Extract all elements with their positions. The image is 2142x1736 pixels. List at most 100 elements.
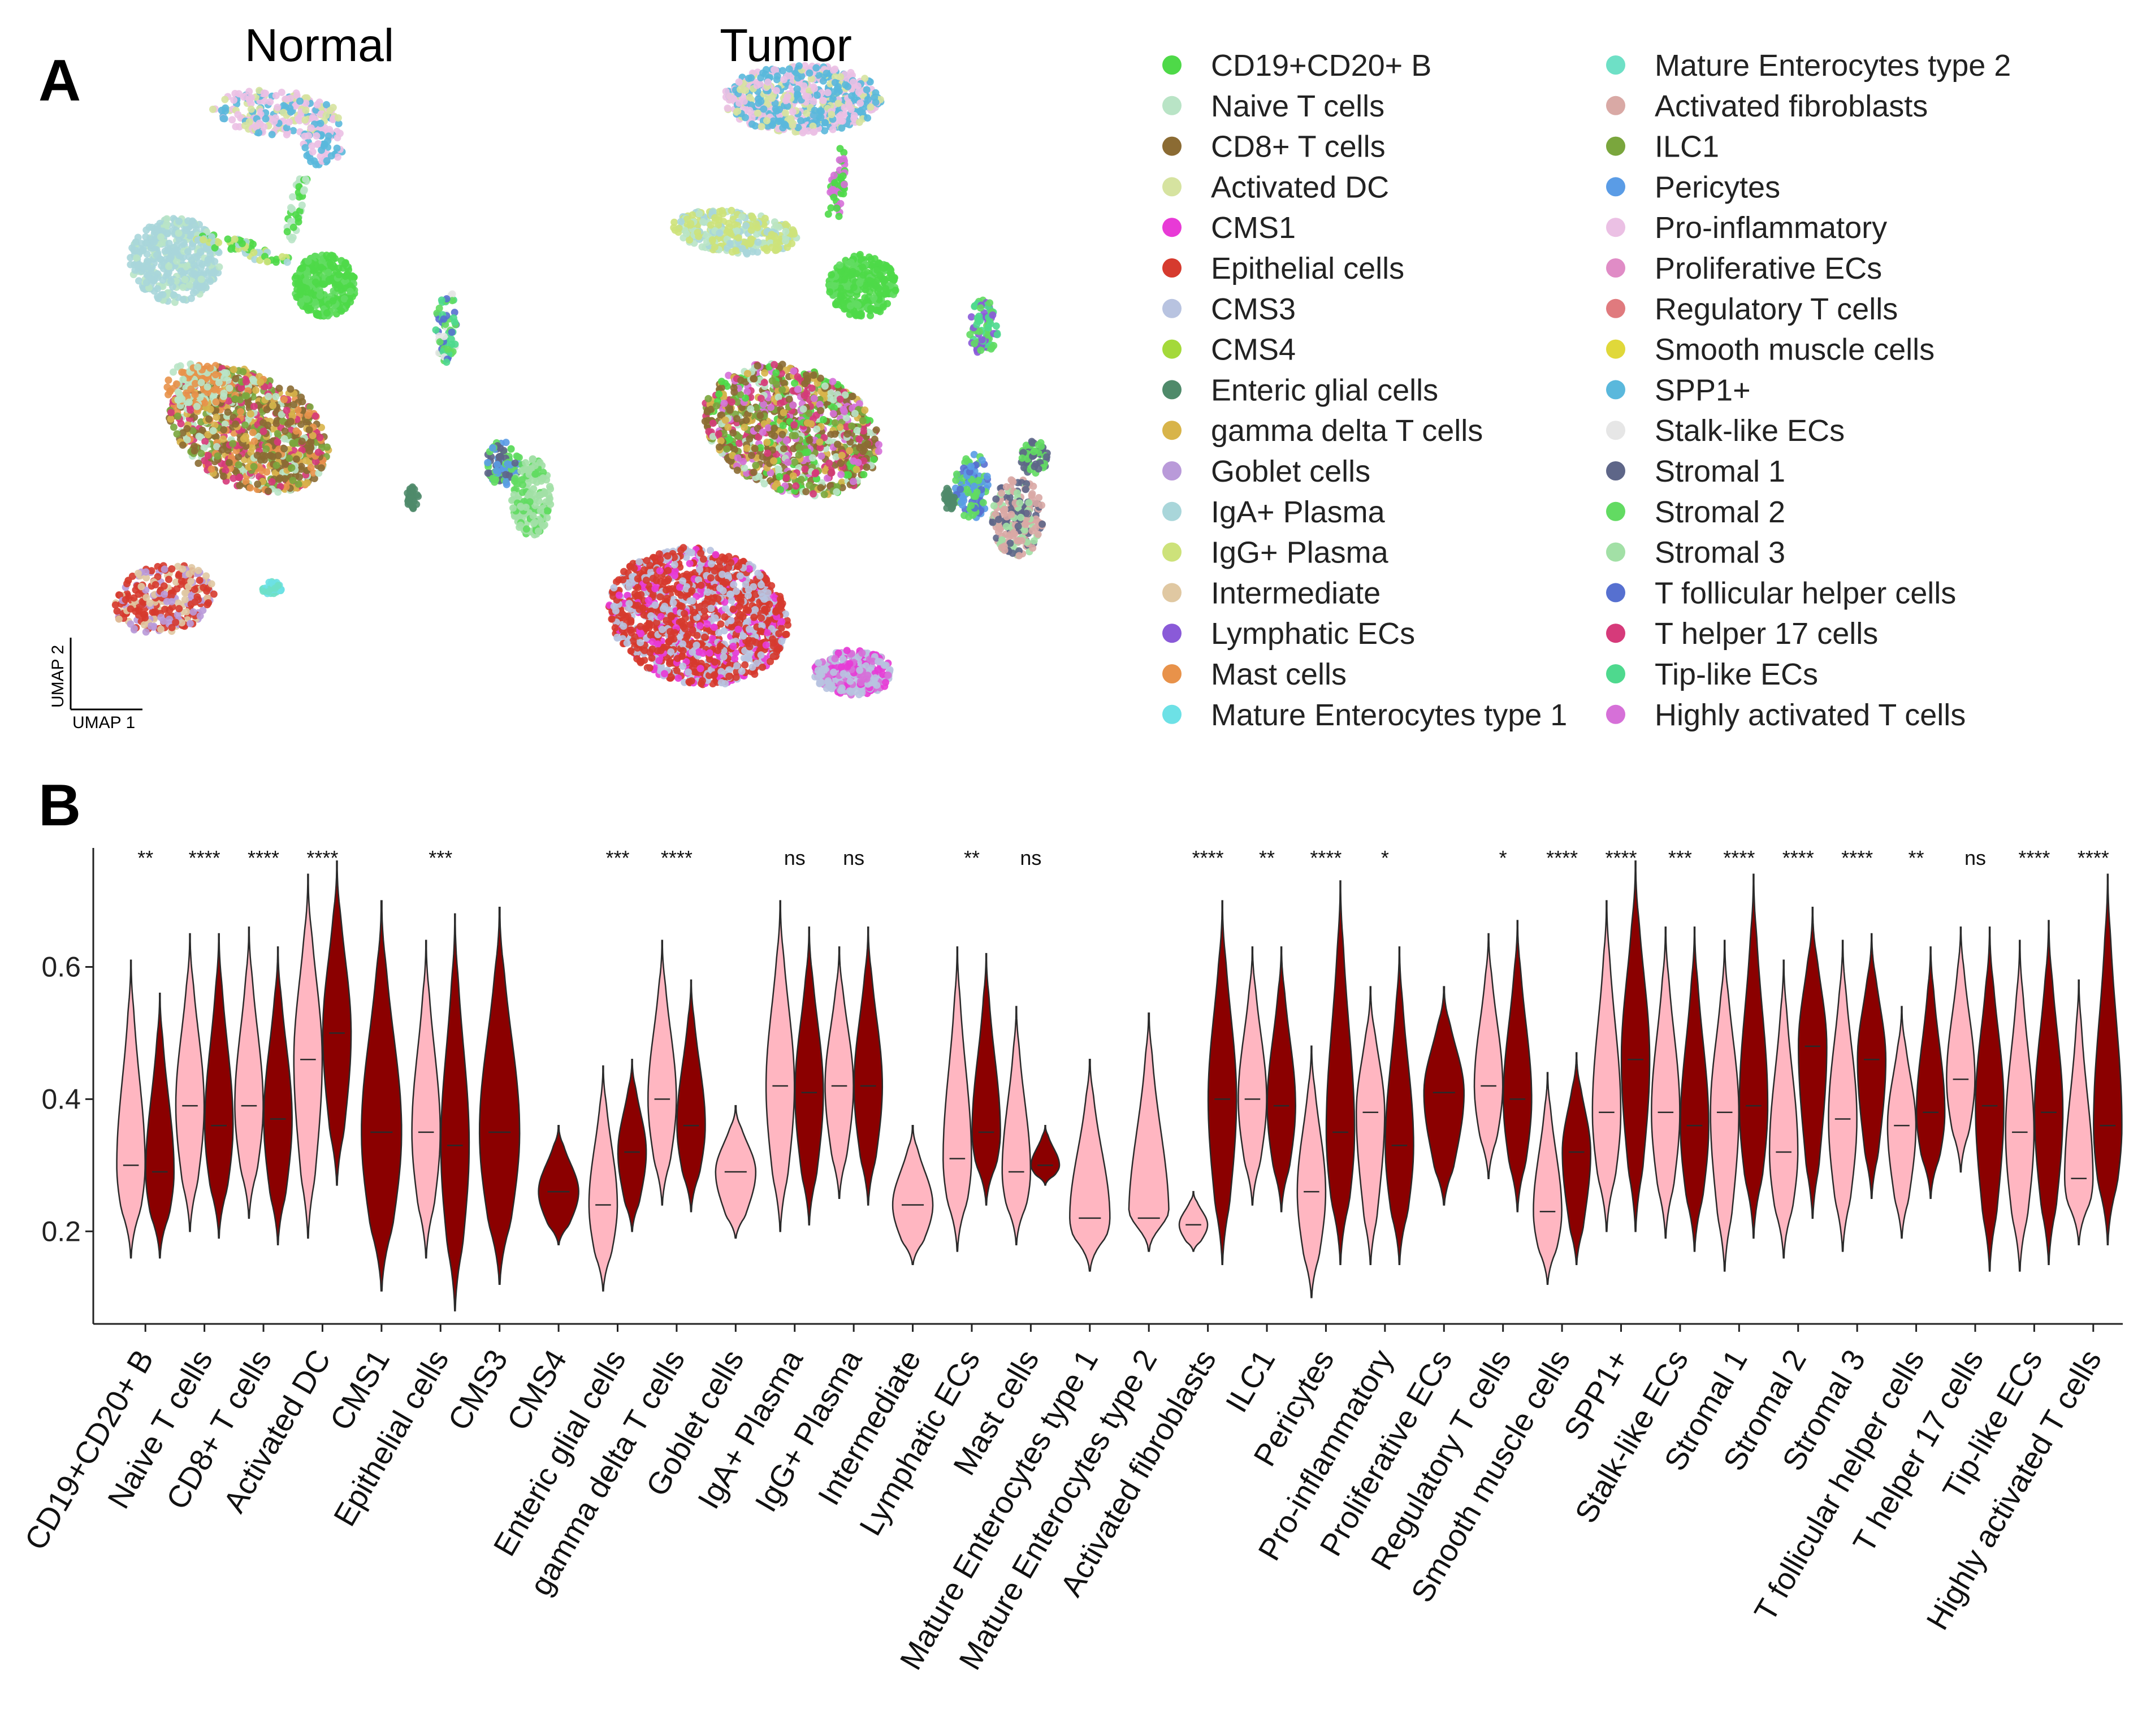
umap-point [867, 311, 875, 319]
umap-point [143, 262, 151, 270]
umap-point [323, 309, 331, 317]
umap-point [228, 244, 236, 252]
umap-point [525, 467, 533, 475]
umap-point [262, 445, 270, 453]
umap-point [132, 238, 140, 246]
umap-point [707, 221, 715, 229]
umap-point [443, 358, 451, 366]
umap-point [301, 132, 309, 140]
umap-point [206, 405, 214, 413]
umap-point [235, 461, 243, 469]
umap-point [314, 448, 322, 456]
umap-point [260, 89, 268, 97]
umap-point [219, 445, 226, 453]
umap-point [259, 587, 267, 595]
umap-point [870, 294, 878, 302]
umap-point [211, 244, 219, 252]
umap-point [695, 232, 703, 240]
umap-point [228, 116, 236, 124]
umap-point [866, 253, 873, 261]
umap-point [272, 393, 280, 401]
umap-point [179, 375, 187, 383]
umap-point [274, 488, 282, 496]
umap-point [307, 306, 315, 314]
umap-point [250, 462, 258, 470]
umap-point [335, 120, 343, 128]
umap-point [161, 247, 169, 255]
umap-point [806, 69, 813, 77]
umap-point [321, 140, 328, 148]
umap-point [742, 417, 750, 424]
umap-point [236, 473, 244, 481]
umap-point [219, 473, 227, 480]
umap-point [863, 86, 871, 94]
umap-point [274, 438, 282, 446]
umap-point [187, 406, 194, 414]
umap-point [772, 86, 780, 94]
umap-point [142, 279, 150, 287]
umap-point [144, 272, 152, 280]
umap-point [711, 214, 719, 222]
umap-point [817, 484, 825, 492]
umap-point [178, 395, 186, 403]
umap-point [875, 284, 882, 292]
umap-point [196, 577, 204, 585]
umap-point [174, 388, 182, 396]
umap-point [701, 417, 709, 425]
umap-point [319, 280, 327, 288]
umap-point [157, 613, 165, 621]
umap-point [191, 586, 198, 594]
umap-point [782, 474, 790, 482]
umap-point [169, 283, 176, 291]
umap-point [863, 464, 871, 471]
umap-point [170, 368, 177, 376]
umap-point [348, 272, 356, 280]
umap-point [856, 107, 864, 115]
umap-point [200, 236, 207, 244]
umap-point [531, 470, 539, 478]
umap-point [291, 274, 299, 282]
umap-point [262, 115, 270, 123]
umap-point [283, 131, 291, 138]
umap-point [141, 614, 149, 622]
umap-point [504, 460, 512, 468]
umap-point [529, 455, 536, 463]
umap-point [202, 572, 210, 580]
umap-point [698, 243, 706, 251]
umap-point [754, 238, 762, 246]
umap-point [168, 598, 176, 605]
umap-point [304, 257, 312, 265]
umap-point [201, 438, 209, 445]
umap-point [278, 88, 285, 96]
umap-point [334, 114, 342, 122]
umap-point [440, 315, 448, 323]
umap-point [230, 474, 237, 482]
umap-point [539, 522, 547, 530]
umap-point [289, 233, 297, 241]
umap-point [159, 276, 167, 284]
umap-point [209, 105, 217, 113]
umap-point [324, 269, 332, 276]
umap-point [335, 271, 343, 279]
umap-point [856, 250, 864, 258]
umap-point [178, 577, 185, 585]
umap-point [817, 113, 825, 121]
umap-point [152, 581, 159, 588]
umap-point [226, 384, 233, 392]
umap-point [142, 233, 150, 241]
umap-point [529, 512, 537, 519]
umap-point [326, 260, 334, 268]
umap-point [200, 270, 207, 278]
umap-point [289, 477, 297, 484]
umap-point [802, 92, 810, 100]
umap-point [795, 62, 803, 70]
umap-point [309, 148, 317, 156]
umap-point [292, 455, 300, 463]
umap-point [243, 378, 250, 386]
umap-point [781, 122, 789, 129]
umap-point [829, 125, 837, 133]
umap-point [340, 295, 348, 303]
umap-point [811, 85, 818, 93]
umap-point [303, 295, 311, 303]
umap-point [250, 377, 258, 385]
